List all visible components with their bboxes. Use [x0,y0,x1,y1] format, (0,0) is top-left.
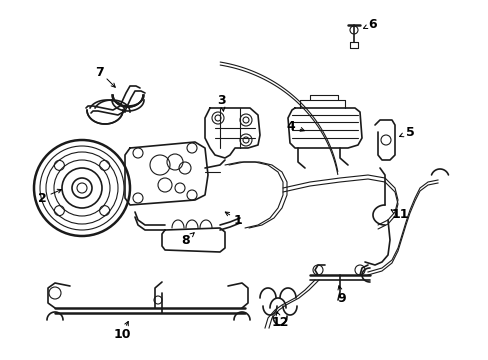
Text: 1: 1 [233,213,242,226]
Text: 3: 3 [217,94,226,107]
Text: 10: 10 [113,328,130,341]
Text: 11: 11 [390,208,408,221]
Text: 4: 4 [286,120,295,132]
Text: 9: 9 [337,292,346,305]
Text: 8: 8 [182,234,190,247]
Text: 7: 7 [96,66,104,78]
Text: 6: 6 [368,18,377,31]
Text: 5: 5 [405,126,413,139]
Text: 12: 12 [271,316,288,329]
Text: 2: 2 [38,192,46,204]
